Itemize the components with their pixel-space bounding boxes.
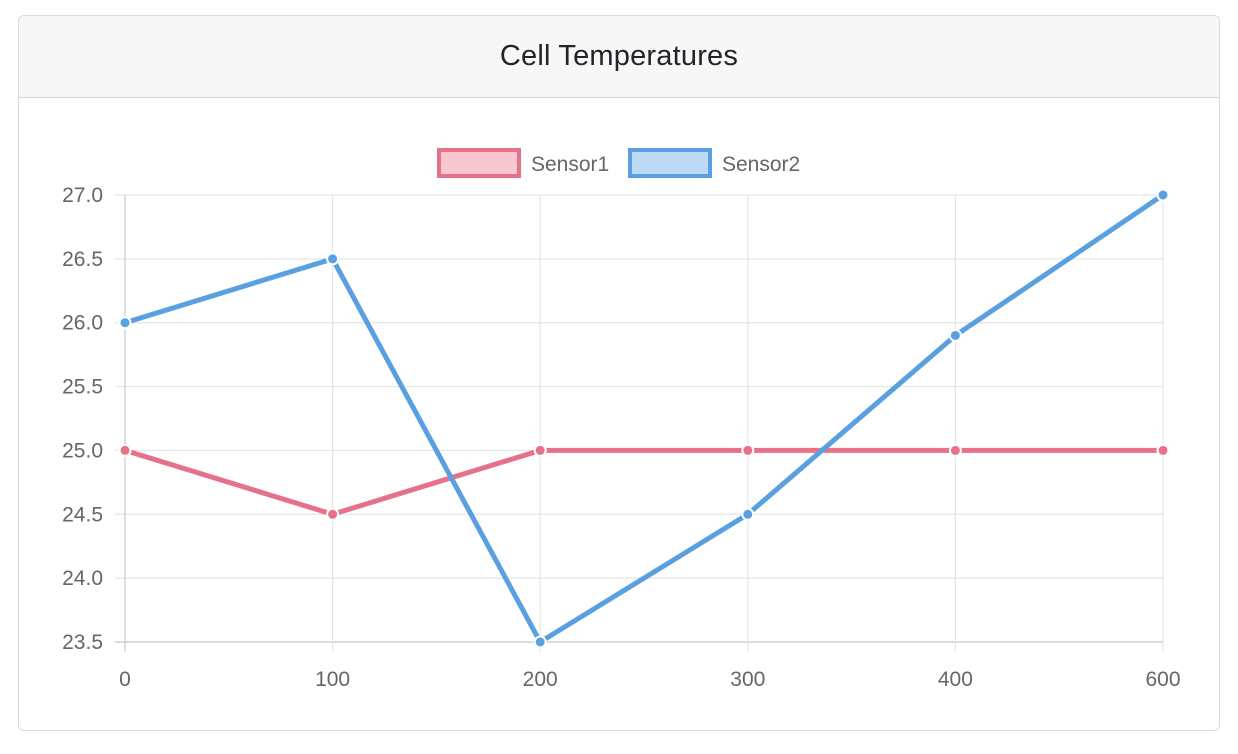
data-point-sensor1[interactable] xyxy=(948,443,962,457)
data-point-sensor2[interactable] xyxy=(326,252,340,266)
data-point-sensor2[interactable] xyxy=(533,635,547,649)
legend-item-sensor2[interactable]: Sensor2 xyxy=(628,148,800,178)
y-tick-label: 24.5 xyxy=(62,503,103,526)
data-point-sensor2[interactable] xyxy=(948,328,962,342)
data-point-sensor1[interactable] xyxy=(1156,443,1170,457)
y-tick-label: 25.5 xyxy=(62,376,103,399)
x-tick-label: 600 xyxy=(1145,668,1180,691)
x-tick-label: 300 xyxy=(730,668,765,691)
y-tick-label: 23.5 xyxy=(62,631,103,654)
x-tick-label: 100 xyxy=(315,668,350,691)
y-tick-label: 27.0 xyxy=(62,184,103,207)
data-point-sensor2[interactable] xyxy=(741,507,755,521)
legend: Sensor1 Sensor2 xyxy=(437,148,800,178)
legend-item-sensor1[interactable]: Sensor1 xyxy=(437,148,609,178)
chart-card: Cell Temperatures xyxy=(18,15,1220,731)
legend-swatch-sensor2 xyxy=(628,148,712,178)
y-tick-label: 26.5 xyxy=(62,248,103,271)
chart-title: Cell Temperatures xyxy=(499,40,739,72)
data-point-sensor2[interactable] xyxy=(1156,188,1170,202)
y-tick-label: 25.0 xyxy=(62,439,103,462)
grid xyxy=(115,194,1164,652)
x-tick-label: 0 xyxy=(119,668,131,691)
data-point-sensor1[interactable] xyxy=(533,443,547,457)
data-point-sensor1[interactable] xyxy=(326,507,340,521)
data-point-sensor1[interactable] xyxy=(741,443,755,457)
legend-label-sensor2: Sensor2 xyxy=(722,153,800,176)
series xyxy=(118,188,1170,649)
data-point-sensor2[interactable] xyxy=(118,316,132,330)
y-tick-label: 26.0 xyxy=(62,312,103,335)
x-tick-label: 400 xyxy=(938,668,973,691)
axes: 27.0 26.5 26.0 25.5 25.0 24.5 24.0 23.5 0 100 200 3… xyxy=(62,184,1180,691)
legend-swatch-sensor1 xyxy=(437,148,521,178)
series-line-sensor2 xyxy=(122,192,1166,645)
card-header: Cell Temperatures xyxy=(19,16,1219,98)
data-point-sensor1[interactable] xyxy=(118,443,132,457)
legend-label-sensor1: Sensor1 xyxy=(531,153,609,176)
series-line-sensor1 xyxy=(122,447,1166,517)
x-tick-label: 200 xyxy=(523,668,558,691)
y-tick-label: 24.0 xyxy=(62,567,103,590)
